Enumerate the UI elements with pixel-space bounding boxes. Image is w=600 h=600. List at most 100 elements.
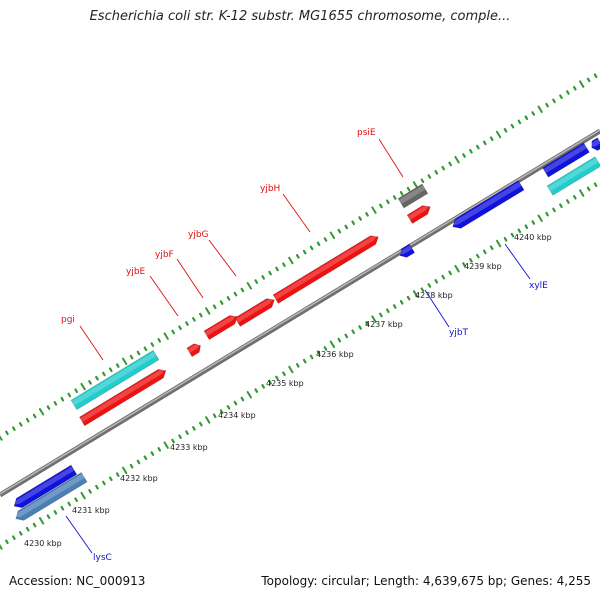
inner-major-tick: [121, 466, 128, 475]
outer-minor-tick: [351, 220, 356, 226]
inner-minor-tick: [199, 421, 203, 427]
inner-major-tick: [371, 315, 377, 323]
gene-yjbH[interactable]: [272, 233, 381, 304]
inner-major-tick: [205, 416, 211, 424]
outer-minor-tick: [593, 73, 598, 78]
gene-labels: pgi yjbE yjbF yjbG yjbH psiE lysC yjbT xylE: [61, 128, 548, 563]
outer-minor-tick: [517, 119, 522, 125]
outer-minor-tick: [510, 123, 515, 129]
inner-minor-tick: [503, 237, 508, 242]
gene-yjbG[interactable]: [234, 296, 277, 327]
outer-minor-tick: [25, 417, 30, 423]
inner-minor-tick: [25, 526, 30, 532]
outer-minor-tick: [46, 405, 51, 410]
inner-minor-tick: [344, 333, 349, 339]
inner-minor-tick: [240, 396, 245, 402]
inner-minor-tick: [566, 199, 570, 204]
leader-xylE: [504, 243, 531, 280]
leader-psiE: [378, 138, 404, 178]
outer-minor-tick: [420, 178, 425, 184]
gene-yjbT[interactable]: [397, 243, 415, 260]
outer-minor-tick: [102, 371, 106, 377]
gene-blue-upper[interactable]: [542, 142, 590, 178]
chromosome-backbone-highlight: [0, 129, 600, 495]
gene-yjbF[interactable]: [203, 312, 240, 341]
gene-label-pgi[interactable]: pgi: [61, 315, 75, 325]
gene-label-yjbG[interactable]: yjbG: [188, 230, 209, 240]
outer-minor-tick: [18, 422, 23, 427]
gene-pseudo-1[interactable]: [397, 183, 429, 209]
outer-minor-tick: [32, 413, 37, 419]
outer-minor-tick: [192, 317, 196, 322]
gene-xylE[interactable]: [450, 180, 525, 232]
inner-major-tick: [537, 214, 543, 223]
inner-minor-tick: [316, 350, 321, 356]
outer-major-tick: [454, 155, 460, 164]
gene-blue-edge[interactable]: [589, 137, 600, 153]
ruler-label: 4231 kbp: [72, 506, 110, 515]
outer-major-tick: [246, 282, 252, 290]
outer-minor-tick: [552, 98, 556, 104]
outer-minor-tick: [337, 228, 342, 234]
outer-minor-tick: [365, 212, 369, 217]
inner-major-tick: [579, 189, 585, 197]
gene-label-yjbT[interactable]: yjbT: [449, 328, 469, 338]
outer-minor-tick: [545, 102, 549, 108]
outer-minor-tick: [531, 111, 536, 116]
ruler-label: 4237 kbp: [365, 320, 403, 329]
inner-minor-tick: [185, 430, 189, 435]
outer-minor-tick: [60, 396, 65, 402]
outer-major-tick: [38, 408, 45, 416]
outer-major-tick: [579, 80, 585, 88]
inner-minor-tick: [261, 384, 265, 389]
gene-label-lysC[interactable]: lysC: [93, 553, 112, 563]
inner-minor-tick: [392, 304, 397, 309]
gene-yjbE[interactable]: [186, 341, 203, 358]
leader-yjbE: [149, 275, 179, 317]
inner-minor-tick: [74, 497, 79, 503]
outer-minor-tick: [572, 85, 577, 91]
inner-minor-tick: [510, 232, 515, 238]
outer-major-tick: [288, 256, 294, 265]
accession-text: Accession: NC_000913: [9, 574, 146, 588]
outer-minor-tick: [427, 174, 432, 179]
ruler-label: 4230 kbp: [24, 539, 62, 548]
inner-minor-tick: [358, 325, 362, 330]
outer-minor-tick: [358, 216, 362, 221]
gene-label-psiE[interactable]: psiE: [357, 128, 376, 138]
outer-major-tick: [0, 435, 3, 441]
inner-minor-tick: [476, 253, 480, 259]
outer-minor-tick: [199, 312, 203, 318]
gene-psiE[interactable]: [406, 203, 433, 224]
outer-minor-tick: [88, 380, 92, 385]
ruler-label: 4232 kbp: [120, 474, 158, 483]
outer-minor-tick: [143, 346, 148, 352]
outer-minor-tick: [379, 203, 383, 209]
inner-minor-tick: [192, 426, 196, 431]
gene-rna-2[interactable]: [546, 156, 600, 196]
inner-minor-tick: [302, 358, 307, 364]
outer-minor-tick: [219, 300, 224, 305]
outer-minor-tick: [240, 287, 245, 293]
inner-major-tick: [454, 264, 460, 273]
gene-rna-1[interactable]: [70, 349, 160, 411]
inner-minor-tick: [233, 400, 238, 406]
ruler-labels: 4230 kbp 4231 kbp 4232 kbp 4233 kbp 4234 kbp…: [24, 233, 552, 548]
outer-minor-tick: [136, 350, 141, 356]
outer-major-tick: [163, 332, 169, 340]
gene-label-yjbH[interactable]: yjbH: [260, 184, 280, 194]
inner-minor-tick: [572, 194, 577, 200]
gene-label-yjbE[interactable]: yjbE: [126, 267, 146, 277]
gene-label-yjbF[interactable]: yjbF: [155, 250, 174, 260]
inner-minor-tick: [88, 489, 92, 494]
inner-minor-tick: [171, 438, 175, 444]
forward-tick-track: [0, 73, 598, 441]
gene-label-xylE[interactable]: xylE: [529, 281, 548, 291]
outer-minor-tick: [399, 191, 404, 196]
inner-minor-tick: [399, 300, 404, 305]
inner-minor-tick: [448, 270, 452, 276]
gene-lysC[interactable]: [13, 472, 88, 524]
gene-pgi[interactable]: [79, 366, 169, 427]
gene-lysC-partner[interactable]: [11, 464, 78, 511]
